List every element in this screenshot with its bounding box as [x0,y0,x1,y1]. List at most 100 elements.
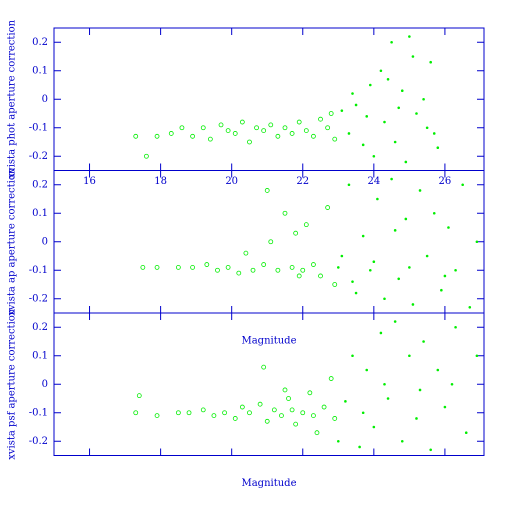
point [154,133,160,139]
y-tick-label: -0.2 [29,151,48,162]
point [408,35,411,38]
point [475,240,479,244]
point [347,183,351,187]
point [264,418,270,424]
y-tick-label: 0.2 [32,179,48,190]
point [332,282,338,287]
point [136,393,142,399]
point [390,177,393,181]
point [404,217,408,221]
point [314,430,320,436]
point [354,103,358,107]
point [436,368,440,372]
point [261,364,267,370]
y-tick-label: 0.1 [32,208,48,219]
point [411,55,415,58]
point [425,126,429,130]
y-tick-label: 0.1 [32,65,48,76]
point [143,153,149,159]
point [140,264,146,270]
x-tick-label: 20 [225,176,238,187]
point [296,273,302,279]
point [300,410,306,416]
point [225,264,231,270]
point [418,189,422,192]
point [411,303,415,306]
point [190,264,195,270]
point [443,405,447,409]
point [318,116,323,122]
point [257,401,263,407]
point [418,388,422,392]
point [179,125,185,131]
point [250,267,256,273]
point [344,400,347,403]
point [236,270,242,276]
y-tick-label: 0 [42,236,48,247]
point [408,354,411,358]
point [415,112,418,115]
point [289,407,295,413]
point [282,210,288,216]
x-tick-label: 18 [154,176,167,187]
point [400,89,404,92]
point [464,431,468,435]
point [397,277,401,281]
x-tick-label: 26 [439,176,452,187]
point [207,136,213,142]
point [454,268,457,272]
point [282,387,288,393]
point [408,266,411,269]
point [222,410,227,416]
point [318,273,323,279]
point [311,133,316,139]
point [289,264,295,270]
y-axis-label: xvista ap aperture correction [7,167,18,316]
point [225,128,231,134]
point [415,417,418,420]
x-axis-label: Magnitude [241,478,296,489]
point [390,40,393,44]
point [447,226,450,229]
point [190,133,195,139]
point [361,143,365,147]
point [454,325,457,329]
point [386,397,390,400]
point [429,448,432,452]
point [393,140,397,144]
point [429,60,432,64]
point [175,410,181,416]
point [361,411,365,415]
point [450,382,454,386]
point [372,425,376,429]
axes-frame [53,27,485,171]
point [293,421,299,427]
point [261,262,267,267]
point [243,250,249,256]
point [239,119,245,125]
point [261,128,267,134]
point [397,106,401,110]
point [286,396,291,401]
point [432,132,436,135]
point [372,154,376,158]
y-tick-label: 0 [42,94,48,105]
point [325,125,331,131]
point [321,404,327,410]
point [247,139,252,145]
y-axis-label: xvista phot aperture correction [7,19,18,178]
point [175,264,181,270]
point [351,92,354,95]
point [204,262,210,267]
point [358,445,361,449]
point [351,280,354,283]
point [347,132,351,135]
point [211,413,217,419]
point [239,404,245,410]
point [425,254,429,258]
point [368,83,372,87]
point [254,125,259,131]
point [296,119,302,125]
point [404,160,408,164]
point [268,239,274,245]
